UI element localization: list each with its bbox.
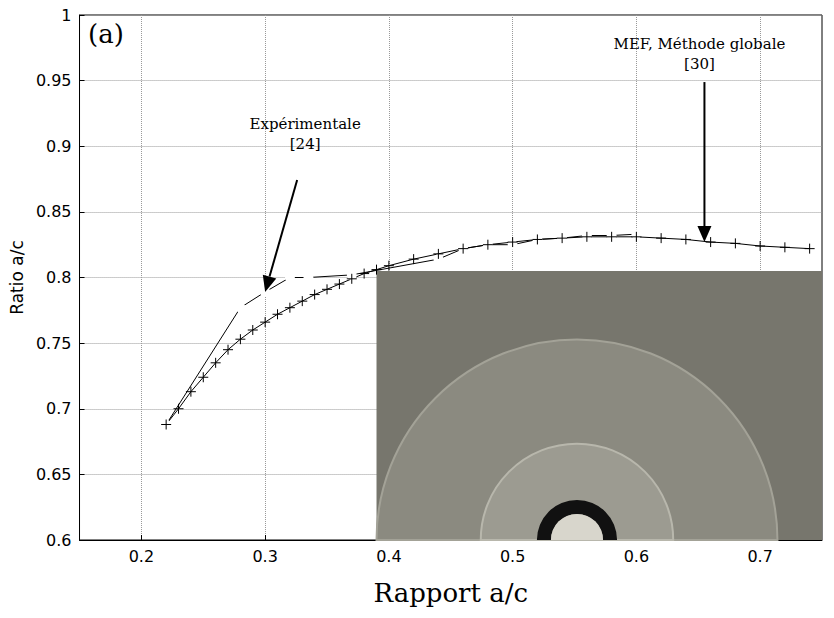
svg-text:[30]: [30] [684,55,715,73]
svg-text:0.85: 0.85 [36,202,72,221]
svg-text:0.6: 0.6 [46,531,71,550]
svg-text:0.3: 0.3 [252,547,277,566]
svg-text:Ratio a/c: Ratio a/c [7,240,27,315]
svg-text:0.65: 0.65 [36,465,72,484]
svg-text:Rapport a/c: Rapport a/c [373,578,528,608]
svg-text:(a): (a) [88,19,124,49]
svg-text:0.8: 0.8 [46,268,71,287]
svg-text:0.75: 0.75 [36,334,72,353]
svg-text:1: 1 [61,6,71,25]
svg-text:0.4: 0.4 [376,547,401,566]
svg-text:0.2: 0.2 [129,547,154,566]
svg-text:0.9: 0.9 [46,137,71,156]
svg-text:0.95: 0.95 [36,71,72,90]
svg-text:0.7: 0.7 [46,399,71,418]
svg-text:MEF, Méthode globale: MEF, Méthode globale [614,35,786,53]
svg-text:Expérimentale: Expérimentale [250,115,361,133]
svg-text:0.7: 0.7 [747,547,772,566]
svg-text:0.6: 0.6 [624,547,649,566]
svg-text:[24]: [24] [290,135,321,153]
svg-text:0.5: 0.5 [500,547,525,566]
